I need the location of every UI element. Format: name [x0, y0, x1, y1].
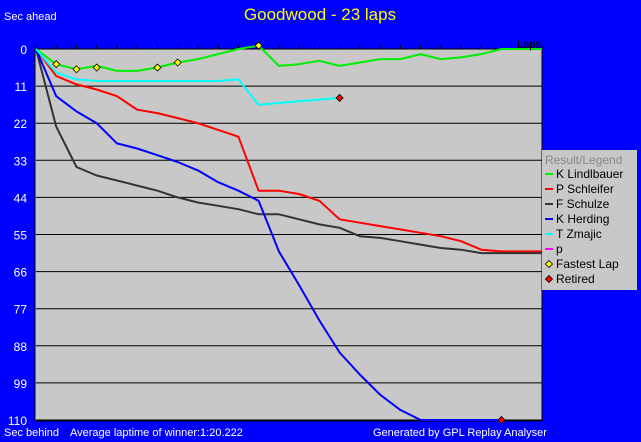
y-tick-labels: 0 11 22 33 44 55 66 77 88 99 110: [8, 43, 27, 428]
legend-swatch: [544, 259, 554, 269]
y-tick-label: 0: [20, 43, 27, 57]
y-tick-label: 77: [14, 303, 28, 317]
series-line: [35, 44, 542, 72]
series-lines: [35, 44, 542, 421]
y-tick-label: 44: [14, 191, 28, 205]
legend-title: Result/Legend: [545, 153, 622, 167]
fastest-lap-marker: [173, 58, 182, 67]
y-tick-label: 99: [14, 377, 28, 391]
legend-entry: K Herding: [556, 212, 609, 226]
legend-entry: P Schleifer: [556, 182, 614, 196]
y-tick-label: 22: [14, 117, 28, 131]
y-tick-label: 33: [14, 154, 28, 168]
y-bottom-label: Sec behind: [4, 427, 59, 439]
markers: [52, 41, 506, 425]
legend-entry: Retired: [556, 272, 595, 286]
x-axis: [35, 45, 543, 50]
series-line: [35, 48, 340, 106]
legend-entry: T Zmajic: [556, 227, 602, 241]
legend-entry: F Schulze: [556, 197, 610, 211]
legend-entry: Fastest Lap: [556, 257, 619, 271]
fastest-lap-marker: [254, 41, 263, 50]
chart-title: Goodwood - 23 laps: [244, 5, 396, 24]
fastest-lap-marker: [72, 65, 81, 74]
footer-generated-by: Generated by GPL Replay Analyser: [373, 427, 547, 439]
legend-entry: p: [556, 242, 563, 256]
y-top-label: Sec ahead: [4, 11, 57, 23]
legend-entry: K Lindlbauer: [556, 167, 623, 181]
y-tick-label: 88: [14, 340, 28, 354]
fastest-lap-marker: [92, 63, 101, 72]
y-tick-label: 66: [14, 266, 28, 280]
x-axis-label: Laps: [517, 39, 541, 51]
y-tick-label: 11: [15, 80, 28, 94]
retired-marker: [497, 415, 506, 425]
grid: [36, 85, 542, 421]
fastest-lap-marker: [153, 63, 162, 72]
y-tick-label: 110: [8, 414, 27, 428]
series-line: [35, 48, 542, 253]
series-line: [35, 48, 542, 255]
y-tick-label: 55: [14, 229, 28, 243]
retired-marker: [335, 93, 344, 102]
legend-box: [542, 150, 637, 290]
legend-swatch: [544, 274, 554, 284]
fastest-lap-marker: [52, 60, 61, 69]
footer-average-laptime: Average laptime of winner:1:20.222: [70, 427, 243, 439]
series-line: [35, 48, 502, 421]
